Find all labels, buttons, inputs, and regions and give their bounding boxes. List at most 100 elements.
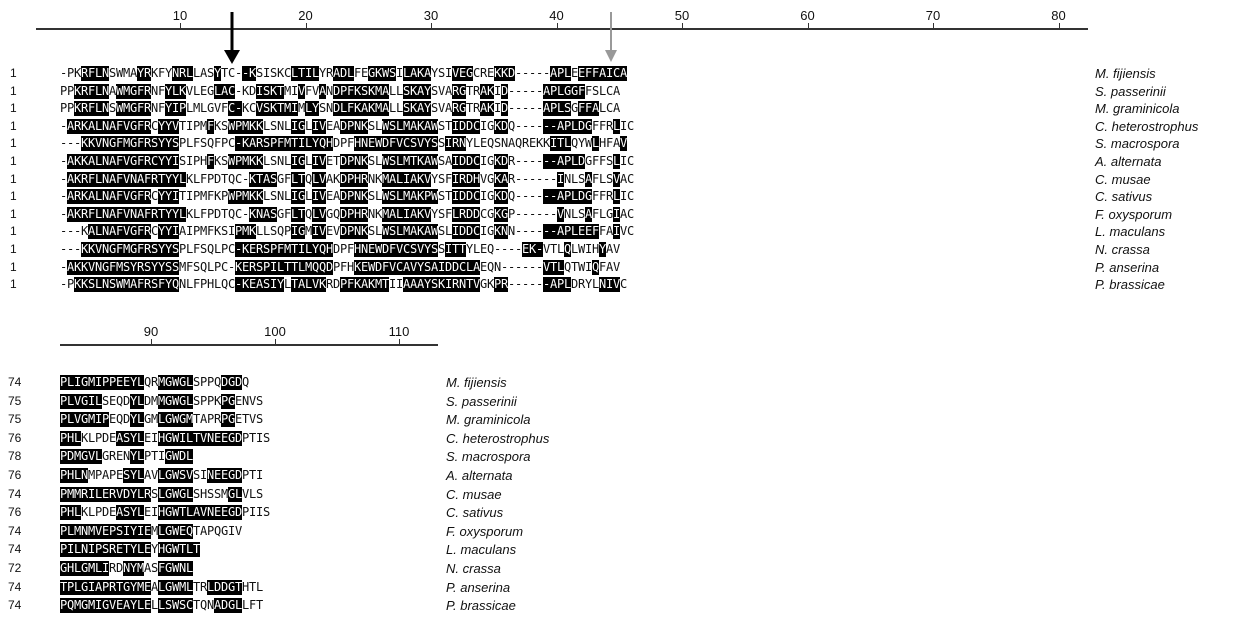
row-start-position: 1 bbox=[10, 118, 17, 133]
tick-label: 80 bbox=[1051, 8, 1066, 23]
row-start-position: 74 bbox=[8, 579, 22, 594]
tick-mark bbox=[556, 23, 558, 29]
species-label: C. musae bbox=[446, 486, 502, 502]
row-start-position: 1 bbox=[10, 101, 17, 116]
tick-mark bbox=[180, 23, 181, 29]
row-start-position: 76 bbox=[8, 430, 22, 445]
species-label: F. oxysporum bbox=[1095, 206, 1173, 222]
sequence-residues: ---KKVNGFMGFRSYYSPLFSQFPC-KARSPFMTILYQHD… bbox=[60, 136, 628, 152]
sequence-residues: GHLGMLIRDNYMASFGWNL bbox=[60, 561, 194, 576]
species-label: F. oxysporum bbox=[446, 523, 524, 539]
species-label: N. crassa bbox=[1095, 242, 1150, 257]
species-label: M. fijiensis bbox=[446, 375, 507, 390]
sequence-residues: PHLKLPDEASYLEIHGWTLAVNEEGDPIIS bbox=[60, 505, 271, 521]
row-start-position: 1 bbox=[10, 136, 17, 151]
species-label: L. maculans bbox=[446, 542, 517, 558]
sequence-residues: -ARKALNAFVGFRCYYITIPMFKPWPMKKLSNLIGLIVEA… bbox=[60, 189, 635, 205]
tick-label: 10 bbox=[172, 8, 188, 23]
sequence-residues: PLVGILSEQDYLDMMGWGLSPPKPGENVS bbox=[60, 393, 264, 409]
tick-mark bbox=[1058, 23, 1060, 29]
row-start-position: 1 bbox=[10, 83, 17, 98]
row-start-position: 1 bbox=[10, 224, 17, 239]
row-start-position: 1 bbox=[10, 189, 17, 204]
row-start-position: 75 bbox=[8, 412, 22, 427]
row-start-position: 1 bbox=[10, 206, 17, 221]
sequence-residues: -AKKVNGFMSYRSYYSSMFSQLPC-KERSPILTTLMQQDP… bbox=[60, 259, 621, 275]
tick-mark bbox=[431, 23, 432, 29]
species-label: M. graminicola bbox=[1095, 101, 1180, 117]
species-label: C. sativus bbox=[446, 505, 504, 521]
sequence-residues: PHLNMPAPESYLAVLGWSVSINEEGDPTI bbox=[60, 468, 264, 483]
row-start-position: 74 bbox=[8, 375, 22, 389]
species-label: A. alternata bbox=[1095, 154, 1162, 169]
ruler-line-block1 bbox=[36, 28, 1088, 30]
species-label: C. heterostrophus bbox=[1095, 118, 1199, 134]
sequence-residues: PLMNMVEPSIYIEMLGWEQTAPQGIV bbox=[60, 523, 243, 539]
gray-arrow-icon bbox=[605, 12, 617, 62]
tick-mark bbox=[933, 23, 934, 29]
tick-mark bbox=[807, 23, 809, 29]
species-label: P. anserina bbox=[1095, 259, 1160, 275]
sequence-residues: PMMRILERVDYLRSLGWGLSHSSMGLVLS bbox=[60, 486, 264, 502]
row-start-position: 76 bbox=[8, 468, 22, 482]
tick-label: 40 bbox=[549, 8, 564, 23]
row-start-position: 76 bbox=[8, 505, 22, 520]
sequence-residues: PHLKLPDEASYLEIHGWILTVNEEGDPTIS bbox=[60, 430, 271, 446]
species-label: P. brassicae bbox=[446, 598, 516, 614]
species-label: M. fijiensis bbox=[1095, 66, 1156, 81]
species-label: S. passerinii bbox=[1095, 83, 1166, 99]
sequence-residues: PDMGVLGRENYLPTIGWDL bbox=[60, 449, 194, 465]
row-start-position: 74 bbox=[8, 598, 22, 613]
sequence-residues: PQMGMIGVEAYLELLSWSCTQNADGLLFT bbox=[60, 598, 264, 614]
row-start-position: 1 bbox=[10, 154, 17, 168]
sequence-residues: -AKKALNAFVGFRCYYISIPHFKSWPMKKLSNLIGLIVET… bbox=[60, 154, 635, 169]
tick-mark bbox=[275, 339, 276, 345]
sequence-residues: -AKRFLNAFVNAFRTYYLKLFPDTQC-KNASGFLTQLVGQ… bbox=[60, 206, 635, 222]
sequence-residues: TPLGIAPRTGYMEALGWMLTRLDDGTHTL bbox=[60, 579, 264, 595]
tick-label: 60 bbox=[800, 8, 815, 23]
sequence-residues: ---KALNAFVGFRCYYIAIPMFKSIPMKLLSQPIGMIVEV… bbox=[60, 224, 635, 240]
tick-label: 50 bbox=[674, 8, 690, 23]
tick-mark bbox=[399, 339, 400, 345]
sequence-residues: PILNIPSRETYLEYHGWTLT bbox=[60, 542, 201, 558]
species-label: S. macrospora bbox=[1095, 136, 1180, 152]
species-label: N. crassa bbox=[446, 561, 501, 576]
sequence-residues: PPKRFLNAWMGFRNFYLKVLEGLAC-KDISKTMIVFVAND… bbox=[60, 83, 621, 99]
sequence-residues: PPKRFLNSWMGFRNFYIPLMLGVFC-KCVSKTMIMLYSND… bbox=[60, 101, 621, 117]
tick-mark bbox=[682, 23, 683, 29]
species-label: S. passerinii bbox=[446, 393, 517, 409]
species-label: C. heterostrophus bbox=[446, 430, 550, 446]
tick-label: 110 bbox=[388, 324, 410, 339]
sequence-residues: ---KKVNGFMGFRSYYSPLFSQLPC-KERSPFMTILYQHD… bbox=[60, 242, 621, 257]
row-start-position: 74 bbox=[8, 523, 22, 538]
tick-mark bbox=[151, 339, 152, 345]
tick-label: 100 bbox=[264, 324, 286, 339]
row-start-position: 1 bbox=[10, 242, 17, 256]
row-start-position: 74 bbox=[8, 486, 22, 501]
row-start-position: 1 bbox=[10, 66, 17, 80]
sequence-residues: -ARKALNAFVGFRCYYVTIPMFKSWPMKKLSNLIGLIVEA… bbox=[60, 118, 635, 134]
tick-label: 70 bbox=[925, 8, 941, 23]
position-arrows bbox=[224, 12, 617, 64]
sequence-residues: -AKRFLNAFVNAFRTYYLKLFPDTQC-KTASGFLTQLVAK… bbox=[60, 171, 635, 187]
species-label: P. anserina bbox=[446, 579, 511, 595]
sequence-residues: -PKRFLNSWMAYRKFYNRLLASYTC--KSISKCLTILYRA… bbox=[60, 66, 628, 81]
sequence-residues: -PKKSLNSWMAFRSFYQNLFPHLQC-KEASIYLTALVKRD… bbox=[60, 277, 628, 293]
row-start-position: 75 bbox=[8, 393, 22, 408]
species-label: C. sativus bbox=[1095, 189, 1153, 205]
row-start-position: 78 bbox=[8, 449, 22, 464]
row-start-position: 1 bbox=[10, 259, 17, 274]
species-label: C. musae bbox=[1095, 171, 1151, 187]
tick-label: 30 bbox=[423, 8, 439, 23]
species-label: L. maculans bbox=[1095, 224, 1166, 240]
species-label: S. macrospora bbox=[446, 449, 531, 465]
species-label: P. brassicae bbox=[1095, 277, 1165, 293]
ruler-line-block2 bbox=[60, 344, 438, 346]
row-start-position: 1 bbox=[10, 277, 17, 292]
species-label: M. graminicola bbox=[446, 412, 531, 428]
sequence-residues: PLIGMIPPEEYLQRMGWGLSPPQDGDQ bbox=[60, 375, 250, 390]
tick-mark bbox=[305, 23, 307, 29]
black-arrow-icon bbox=[224, 12, 240, 64]
tick-label: 20 bbox=[298, 8, 313, 23]
